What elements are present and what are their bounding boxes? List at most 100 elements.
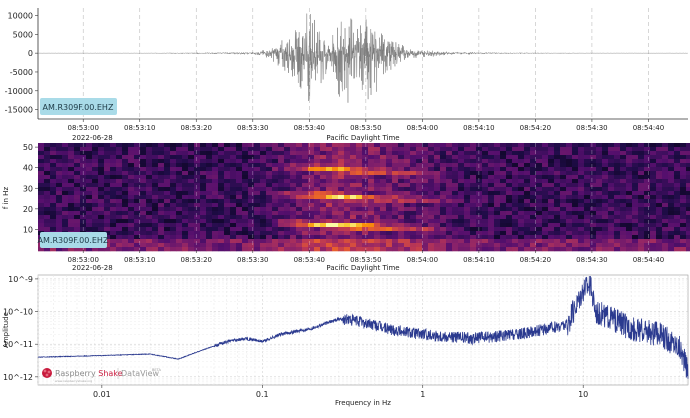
spectrogram-cell: [380, 235, 387, 240]
spectrogram-cell: [110, 239, 117, 244]
spectrogram-cell: [674, 243, 681, 248]
spectrogram-cell: [674, 159, 681, 164]
spectrogram-cell: [410, 155, 417, 160]
spectrogram-cell: [536, 203, 543, 208]
spectrogram-cell: [416, 227, 423, 232]
spectrogram-cell: [614, 159, 621, 164]
spectrogram-x-tick-label: 08:53:20: [181, 256, 212, 264]
spectrogram-cell: [350, 235, 357, 240]
spectrogram-cell: [620, 175, 627, 180]
spectrogram-cell: [236, 203, 243, 208]
spectrogram-cell: [458, 159, 465, 164]
waveform-y-tick-label: 10000: [8, 12, 33, 21]
spectrogram-cell: [278, 179, 285, 184]
spectrogram-cell: [560, 235, 567, 240]
spectrogram-cell: [596, 163, 603, 168]
spectrogram-cell: [578, 187, 585, 192]
spectrogram-cell: [482, 191, 489, 196]
spectrogram-cell: [146, 227, 153, 232]
spectrogram-cell: [80, 155, 87, 160]
spectrogram-cell: [308, 191, 315, 196]
spectrogram-cell: [416, 175, 423, 180]
spectrogram-cell: [38, 187, 45, 192]
spectrogram-cell: [428, 163, 435, 168]
spectrogram-cell: [332, 159, 339, 164]
spectrogram-cell: [350, 199, 357, 204]
spectrogram-cell: [278, 239, 285, 244]
waveform-x-tick-label: 08:53:00: [67, 124, 98, 132]
spectrogram-cell: [536, 175, 543, 180]
spectrogram-cell: [254, 223, 261, 228]
spectrogram-cell: [398, 219, 405, 224]
spectrogram-cell: [596, 239, 603, 244]
spectrogram-cell: [668, 219, 675, 224]
spectrogram-cell: [128, 235, 135, 240]
spectrogram-cell: [284, 203, 291, 208]
spectrogram-cell: [44, 247, 51, 252]
spectrogram-cell: [506, 175, 513, 180]
spectrogram-cell: [626, 187, 633, 192]
spectrogram-cell: [380, 191, 387, 196]
spectrogram-cell: [158, 207, 165, 212]
spectrogram-cell: [176, 203, 183, 208]
spectrogram-cell: [500, 203, 507, 208]
spectrogram-cell: [236, 151, 243, 156]
spectrogram-cell: [170, 219, 177, 224]
spectrogram-cell: [644, 147, 651, 152]
spectrogram-cell: [224, 151, 231, 156]
spectrogram-cell: [434, 191, 441, 196]
spectrogram-cell: [218, 171, 225, 176]
spectrogram-cell: [44, 207, 51, 212]
spectrogram-cell: [158, 195, 165, 200]
spectrogram-cell: [404, 175, 411, 180]
spectrogram-cell: [80, 151, 87, 156]
spectrogram-cell: [170, 187, 177, 192]
spectrogram-cell: [230, 183, 237, 188]
spectrogram-cell: [380, 219, 387, 224]
spectrogram-cell: [674, 223, 681, 228]
spectrogram-cell: [92, 247, 99, 252]
spectrogram-cell: [500, 171, 507, 176]
spectrogram-cell: [428, 171, 435, 176]
spectrogram-cell: [626, 203, 633, 208]
spectrogram-cell: [434, 199, 441, 204]
spectrogram-cell: [212, 207, 219, 212]
spectrogram-cell: [386, 239, 393, 244]
spectrogram-cell: [278, 203, 285, 208]
spectrogram-cell: [170, 239, 177, 244]
spectrogram-cell: [476, 147, 483, 152]
spectrogram-cell: [50, 203, 57, 208]
spectrogram-cell: [398, 223, 405, 228]
spectrogram-cell: [386, 227, 393, 232]
spectrogram-cell: [482, 171, 489, 176]
spectrogram-cell: [188, 171, 195, 176]
spectrogram-cell: [236, 179, 243, 184]
spectrogram-cell: [158, 211, 165, 216]
spectrogram-cell: [320, 227, 327, 232]
spectrogram-cell: [122, 151, 129, 156]
spectrogram-cell: [86, 163, 93, 168]
spectrogram-cell: [572, 179, 579, 184]
brand-url: www.raspberryshake.org: [55, 379, 92, 383]
spectrogram-cell: [56, 247, 63, 252]
spectrogram-cell: [338, 183, 345, 188]
spectrogram-cell: [194, 147, 201, 152]
spectrogram-cell: [608, 247, 615, 252]
spectrogram-cell: [440, 227, 447, 232]
spectrogram-cell: [506, 183, 513, 188]
spectrogram-cell: [332, 243, 339, 248]
spectrogram-cell: [248, 183, 255, 188]
spectrogram-cell: [482, 227, 489, 232]
spectrogram-cell: [290, 179, 297, 184]
spectrogram-cell: [260, 175, 267, 180]
spectrogram-cell: [596, 199, 603, 204]
spectrogram-cell: [260, 163, 267, 168]
spectrogram-cell: [470, 243, 477, 248]
spectrogram-cell: [248, 195, 255, 200]
spectrogram-cell: [344, 195, 351, 200]
spectrogram-cell: [314, 147, 321, 152]
spectrogram-cell: [308, 159, 315, 164]
spectrogram-cell: [140, 215, 147, 220]
spectrogram-cell: [86, 219, 93, 224]
